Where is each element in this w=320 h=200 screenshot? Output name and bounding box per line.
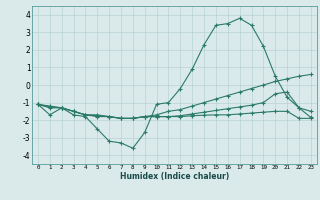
- X-axis label: Humidex (Indice chaleur): Humidex (Indice chaleur): [120, 172, 229, 181]
